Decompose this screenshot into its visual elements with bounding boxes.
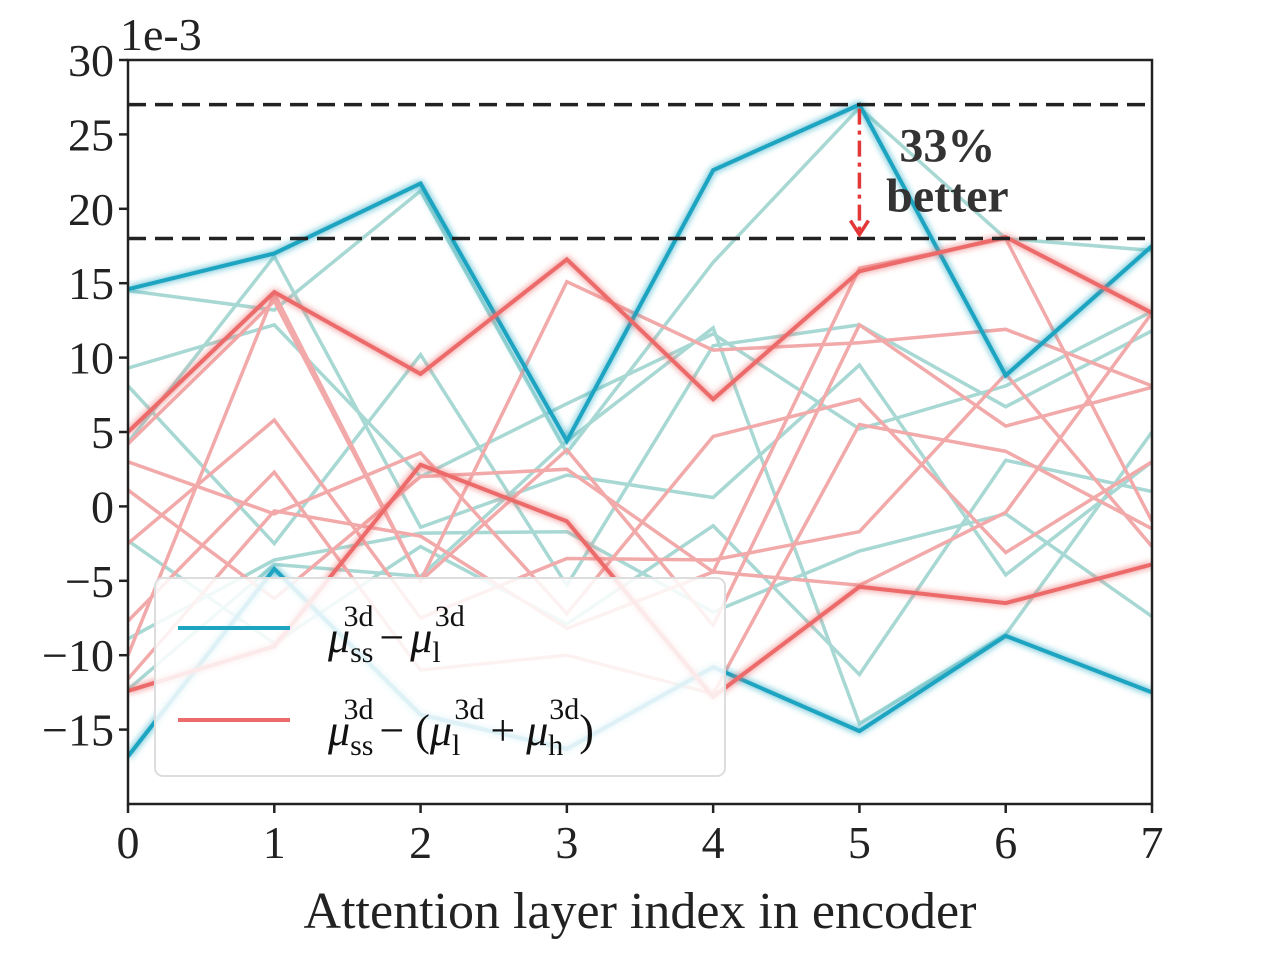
x-tick-label: 5 [848,817,871,868]
annotation-percent: 33% [899,120,995,173]
x-axis-ticks: 0 1 2 3 4 5 6 7 [117,804,1164,868]
emphasized-teal-series-line [128,102,1152,446]
x-axis-title: Attention layer index in encoder [304,883,977,940]
light-teal-series-line [128,309,1152,479]
legend: μss3d − μl3d μss3d − (μl3d + μh3d) [154,577,726,777]
light-teal-series-line [128,323,1152,589]
light-teal-series-line [128,511,1152,641]
y-tick-label: 5 [91,407,114,458]
y-axis-ticks: 30 25 20 15 10 5 0 −5 −10 −15 [42,35,128,756]
y-tick-label: 20 [68,184,114,235]
light-red-series-line [128,371,1152,621]
emphasized-red-series-line [128,234,1152,434]
x-tick-label: 0 [117,817,140,868]
x-tick-label: 7 [1141,817,1164,868]
x-tick-label: 2 [409,817,432,868]
improvement-annotation: 33%better [848,108,1009,238]
y-tick-label: −10 [42,630,114,681]
x-tick-label: 3 [555,817,578,868]
light-teal-series-line [128,324,1152,727]
y-tick-label: −5 [65,556,114,607]
x-tick-label: 1 [263,817,286,868]
reference-lines [128,102,1152,241]
y-tick-label: −15 [42,705,114,756]
y-tick-label: 15 [68,258,114,309]
annotation-better: better [886,170,1009,223]
x-tick-label: 4 [702,817,725,868]
x-tick-label: 6 [994,817,1017,868]
improvement-arrow-head [848,219,870,238]
light-teal-series-line [128,253,1152,578]
light-teal-series-line [128,105,1152,457]
y-tick-label: 0 [91,481,114,532]
y-tick-label: 25 [68,109,114,160]
y-exponent-label: 1e-3 [120,9,202,60]
legend-box [154,577,726,777]
y-tick-label: 10 [68,333,114,384]
y-tick-label: 30 [68,35,114,86]
light-red-series-line [128,289,1152,656]
